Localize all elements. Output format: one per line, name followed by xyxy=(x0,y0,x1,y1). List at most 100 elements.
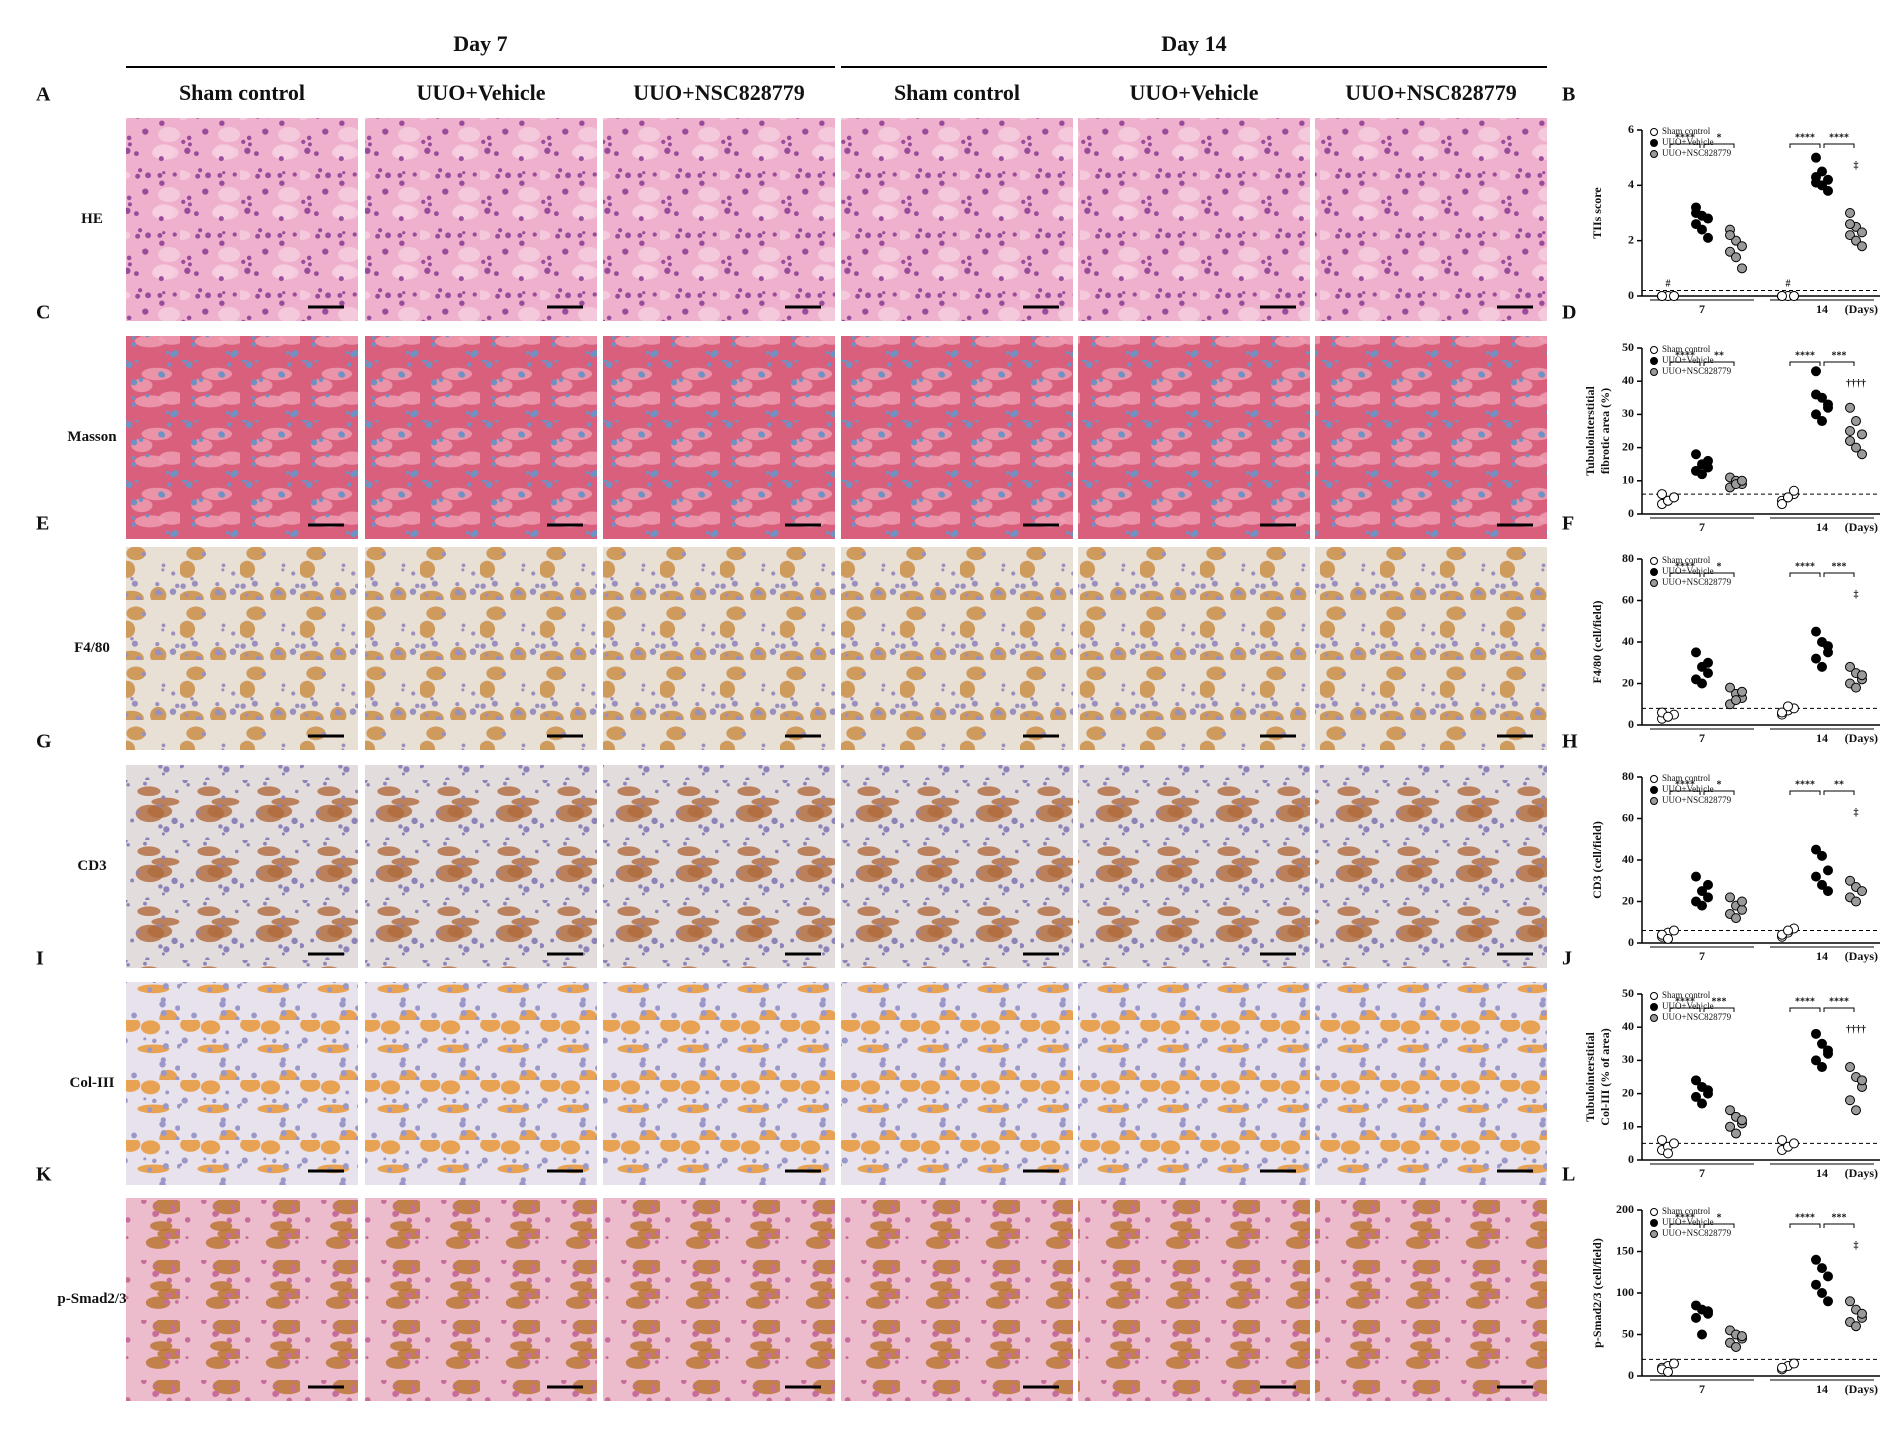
y-tick-label: 60 xyxy=(1622,592,1634,606)
significance-bracket xyxy=(1823,790,1855,795)
y-tick-label: 40 xyxy=(1622,634,1634,648)
significance-bracket xyxy=(1823,361,1855,366)
data-point xyxy=(1845,661,1855,672)
panel-letter: B xyxy=(1562,84,1575,106)
data-point xyxy=(1703,892,1713,903)
data-point xyxy=(1857,1075,1867,1086)
data-point xyxy=(1851,896,1861,907)
micrograph xyxy=(841,982,1073,1185)
micrograph xyxy=(841,765,1073,968)
y-tick-label: 80 xyxy=(1622,769,1634,783)
micrograph xyxy=(603,765,835,968)
significance-label: **** xyxy=(1795,779,1815,790)
significance-bracket xyxy=(1823,572,1855,577)
data-point xyxy=(1691,647,1701,658)
column-group-label: Day 14 xyxy=(1161,31,1226,56)
y-tick-label: 0 xyxy=(1628,288,1634,302)
data-point xyxy=(1697,1329,1707,1340)
micrograph xyxy=(365,982,597,1185)
data-point xyxy=(1817,1288,1827,1298)
column-label: Sham control xyxy=(179,80,305,105)
data-point xyxy=(1657,291,1667,301)
data-point xyxy=(1669,1138,1679,1149)
micrograph xyxy=(603,336,835,539)
data-point xyxy=(1857,1308,1867,1319)
legend-marker xyxy=(1650,346,1658,354)
significance-bracket xyxy=(1823,1223,1855,1228)
micrograph xyxy=(841,118,1073,321)
significance-bracket xyxy=(1789,361,1821,366)
data-point xyxy=(1817,661,1827,672)
data-point xyxy=(1789,1138,1799,1149)
legend-label: UUO+Vehicle xyxy=(1662,566,1714,576)
legend-label: UUO+Vehicle xyxy=(1662,355,1714,365)
data-point xyxy=(1703,232,1713,243)
legend-marker xyxy=(1650,557,1658,565)
data-point xyxy=(1851,682,1861,693)
data-point xyxy=(1777,499,1787,510)
data-point xyxy=(1817,1062,1827,1073)
y-tick-label: 0 xyxy=(1628,935,1634,949)
legend-marker xyxy=(1650,150,1658,158)
column-group-label: Day 7 xyxy=(453,31,507,56)
y-tick-label: 2 xyxy=(1628,232,1634,246)
significance-label: * xyxy=(1717,132,1722,143)
micrograph xyxy=(841,547,1073,750)
legend-marker xyxy=(1650,797,1658,805)
significance-bracket xyxy=(1703,790,1735,795)
significance-bracket xyxy=(1669,572,1701,577)
y-axis-label: Tubulointerstitial xyxy=(1583,1032,1597,1122)
y-tick-label: 20 xyxy=(1622,893,1634,907)
data-point xyxy=(1783,925,1793,936)
significance-bracket xyxy=(1669,790,1701,795)
data-point xyxy=(1703,455,1713,466)
micrograph xyxy=(1315,765,1547,968)
data-point xyxy=(1811,1279,1821,1290)
y-tick-label: 40 xyxy=(1622,1019,1634,1033)
micrograph xyxy=(841,336,1073,539)
legend-label: UUO+Vehicle xyxy=(1662,784,1714,794)
data-point xyxy=(1725,892,1735,903)
data-point xyxy=(1845,208,1855,218)
significance-bracket xyxy=(1703,1007,1735,1012)
data-point xyxy=(1857,227,1867,238)
panel-letter: D xyxy=(1562,302,1576,324)
data-point xyxy=(1817,1263,1827,1274)
data-point xyxy=(1703,213,1713,224)
panel-letter: E xyxy=(36,513,49,535)
legend-marker xyxy=(1650,775,1658,783)
legend-marker xyxy=(1650,786,1658,794)
data-point xyxy=(1817,416,1827,427)
x-tick-label: 7 xyxy=(1699,520,1705,534)
data-point xyxy=(1691,449,1701,460)
data-point xyxy=(1817,850,1827,861)
data-point xyxy=(1737,475,1747,486)
data-point xyxy=(1669,291,1679,301)
x-tick-label: 14 xyxy=(1816,731,1828,745)
significance-label: # xyxy=(1666,278,1671,289)
y-tick-label: 20 xyxy=(1622,675,1634,689)
data-point xyxy=(1789,291,1799,301)
micrograph xyxy=(1078,336,1310,539)
data-point xyxy=(1789,1358,1799,1369)
data-point xyxy=(1851,1321,1861,1332)
data-point xyxy=(1811,366,1821,377)
legend-marker xyxy=(1650,128,1658,136)
panel-letter: F xyxy=(1562,513,1574,535)
y-tick-label: 20 xyxy=(1622,439,1634,453)
data-point xyxy=(1845,435,1855,446)
legend-label: Sham control xyxy=(1662,990,1711,1000)
significance-bracket xyxy=(1703,572,1735,577)
significance-label: **** xyxy=(1829,996,1849,1007)
micrograph xyxy=(365,765,597,968)
data-point xyxy=(1737,686,1747,697)
column-label: UUO+Vehicle xyxy=(1129,80,1258,105)
x-axis-label: (Days) xyxy=(1845,731,1878,745)
micrograph xyxy=(603,982,835,1185)
data-point xyxy=(1845,1062,1855,1073)
data-point xyxy=(1657,489,1667,500)
data-point xyxy=(1657,1135,1667,1146)
micrograph xyxy=(126,336,358,539)
y-tick-label: 4 xyxy=(1628,177,1634,191)
micrograph xyxy=(365,547,597,750)
